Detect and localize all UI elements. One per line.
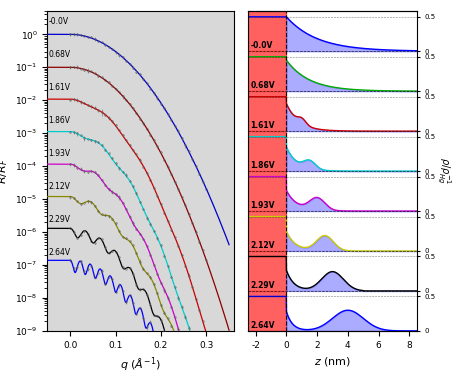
Text: 2.64V: 2.64V — [48, 247, 71, 256]
Text: 2.12V: 2.12V — [250, 241, 274, 250]
Text: 1.86V: 1.86V — [250, 161, 275, 170]
Text: -0.0V: -0.0V — [250, 41, 273, 50]
X-axis label: $z$ (nm): $z$ (nm) — [314, 355, 351, 368]
Text: 0.68V: 0.68V — [250, 81, 275, 90]
Text: 2.29V: 2.29V — [48, 215, 70, 224]
Text: 1.93V: 1.93V — [48, 149, 71, 158]
Text: 1.86V: 1.86V — [48, 116, 70, 125]
Text: 1.93V: 1.93V — [250, 201, 274, 210]
Text: -0.0V: -0.0V — [48, 17, 68, 26]
Y-axis label: $R/R_F$: $R/R_F$ — [0, 158, 9, 184]
Text: 0.68V: 0.68V — [48, 50, 71, 59]
Text: 2.29V: 2.29V — [250, 281, 274, 290]
Text: 1.61V: 1.61V — [250, 121, 274, 130]
Y-axis label: $\rho/\rho_{Hg}^{-1}$: $\rho/\rho_{Hg}^{-1}$ — [435, 157, 453, 185]
Text: 2.12V: 2.12V — [48, 182, 70, 191]
Text: 2.64V: 2.64V — [250, 321, 274, 330]
X-axis label: $q$ ($\AA^{-1}$): $q$ ($\AA^{-1}$) — [120, 355, 161, 374]
Text: 1.61V: 1.61V — [48, 83, 70, 92]
